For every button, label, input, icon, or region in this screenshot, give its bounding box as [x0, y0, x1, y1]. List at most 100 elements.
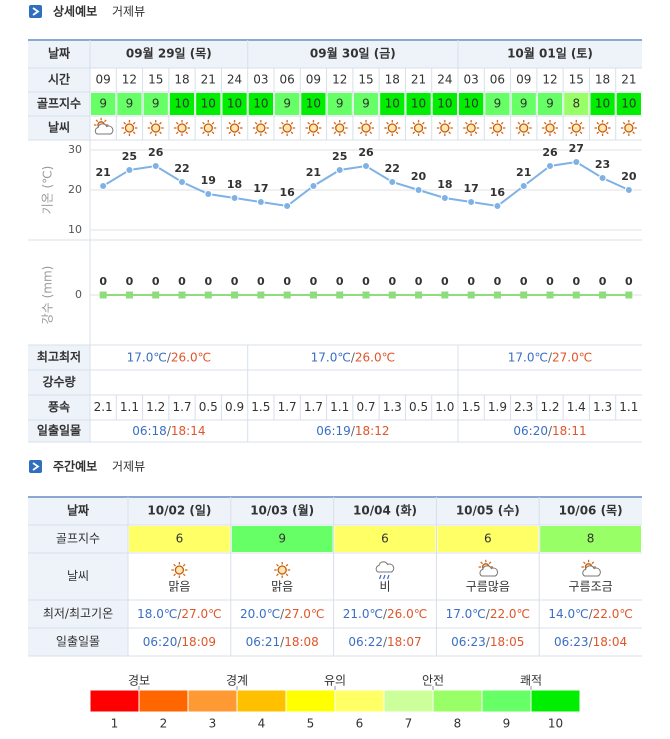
weather-text: 구름조금: [569, 580, 613, 594]
data-label: 0: [126, 275, 134, 288]
temp-low: 17.0℃: [446, 607, 486, 621]
golf-index: 9: [283, 97, 291, 111]
point: [178, 291, 186, 299]
temp-low: 21.0℃: [343, 607, 383, 621]
label-cell: [28, 370, 90, 395]
golf-index: 6: [176, 532, 184, 546]
sun-disc: [624, 123, 634, 133]
golf-cell: [129, 526, 230, 552]
wind: 1.2: [146, 400, 165, 414]
data-label: 16: [490, 186, 506, 199]
separator: /: [486, 607, 491, 621]
sun-ray: [104, 119, 107, 123]
point: [572, 158, 581, 166]
golf-cell: [380, 93, 405, 115]
cloud: [582, 565, 601, 577]
point: [546, 291, 554, 299]
sunrise: 06:18: [132, 424, 167, 438]
time: 15: [569, 73, 584, 87]
legend-grade: 경보: [128, 674, 150, 688]
point: [388, 178, 397, 186]
sun-disc: [387, 123, 397, 133]
data-label: 0: [388, 275, 396, 288]
min-max: 17.0℃/26.0℃: [311, 350, 395, 364]
sun-ray: [175, 131, 179, 135]
data-label: 0: [99, 275, 107, 288]
separator: /: [167, 350, 172, 364]
label-cell: [28, 600, 128, 628]
wind: 1.7: [172, 400, 191, 414]
temp-high: 27.0℃: [181, 607, 221, 621]
sun-ray: [264, 131, 267, 135]
point: [257, 291, 265, 299]
temp-high: 22.0℃: [593, 607, 633, 621]
point: [440, 194, 449, 202]
sun-disc: [519, 123, 529, 133]
y-axis-label: 강수 (mm): [41, 266, 55, 325]
legend-value: 7: [405, 717, 413, 731]
sun-disc: [124, 123, 135, 133]
golf-index: 8: [572, 97, 580, 111]
sun-ray: [238, 121, 241, 125]
time: 24: [437, 73, 452, 87]
legend-value: 2: [160, 717, 168, 731]
sunset: 18:04: [593, 635, 628, 649]
time: 12: [332, 73, 347, 87]
rain-drop: [378, 574, 382, 580]
golf-cell: [353, 93, 379, 115]
data-label: 0: [283, 275, 291, 288]
sun-ray: [281, 131, 284, 135]
golf-cell: [459, 93, 484, 115]
golf-index: 10: [385, 97, 400, 111]
legend-value: 3: [209, 717, 217, 731]
golf-cell: [169, 93, 195, 115]
sun-times: 06:18/18:14: [132, 424, 205, 438]
point: [362, 162, 370, 170]
sun-times: 06:20/18:11: [513, 424, 586, 438]
point: [624, 186, 633, 194]
sunset: 18:12: [355, 424, 390, 438]
data-label: 0: [362, 275, 370, 288]
data-label: 0: [204, 275, 212, 288]
sunrise: 06:21: [246, 635, 281, 649]
sunrise: 06:22: [348, 635, 383, 649]
golf-index: 10: [253, 97, 268, 111]
data-label: 21: [95, 166, 110, 179]
golf-cell: [248, 93, 273, 115]
point: [178, 178, 186, 186]
legend-value: 1: [111, 717, 119, 731]
point: [335, 166, 344, 174]
golf-cell: [511, 93, 536, 115]
weather-icon: [200, 120, 217, 136]
point: [99, 182, 108, 190]
sun-ray: [386, 121, 389, 125]
row-label: 일출일몰: [56, 635, 100, 649]
temp-high: 26.0℃: [171, 350, 211, 364]
data-label: 0: [415, 275, 423, 288]
wind: 1.7: [304, 400, 323, 414]
temp-low: 18.0℃: [137, 607, 177, 621]
separator: /: [383, 607, 388, 621]
sunrise: 06:23: [554, 635, 589, 649]
golf-cell: [275, 93, 300, 115]
y-axis-label: 기온 (℃): [41, 166, 55, 215]
time: 21: [411, 73, 426, 87]
sun-ray: [343, 121, 346, 125]
sun-times: 06:23/18:04: [554, 635, 627, 649]
sun-ray: [123, 131, 126, 135]
point: [415, 291, 423, 299]
sun-ray: [173, 573, 176, 577]
golf-cell: [117, 93, 142, 115]
sun-ray: [596, 131, 600, 135]
row-label: 골프지수: [56, 532, 100, 546]
sun-ray: [159, 121, 162, 125]
wind: 1.2: [540, 400, 559, 414]
section-icon: [29, 5, 42, 18]
weather-icon: [463, 120, 480, 136]
point: [546, 162, 554, 170]
legend-value: 9: [503, 717, 511, 731]
data-label: 0: [178, 275, 186, 288]
data-label: 26: [358, 146, 374, 159]
data-label: 21: [306, 166, 321, 179]
weather-icon: [436, 120, 453, 136]
